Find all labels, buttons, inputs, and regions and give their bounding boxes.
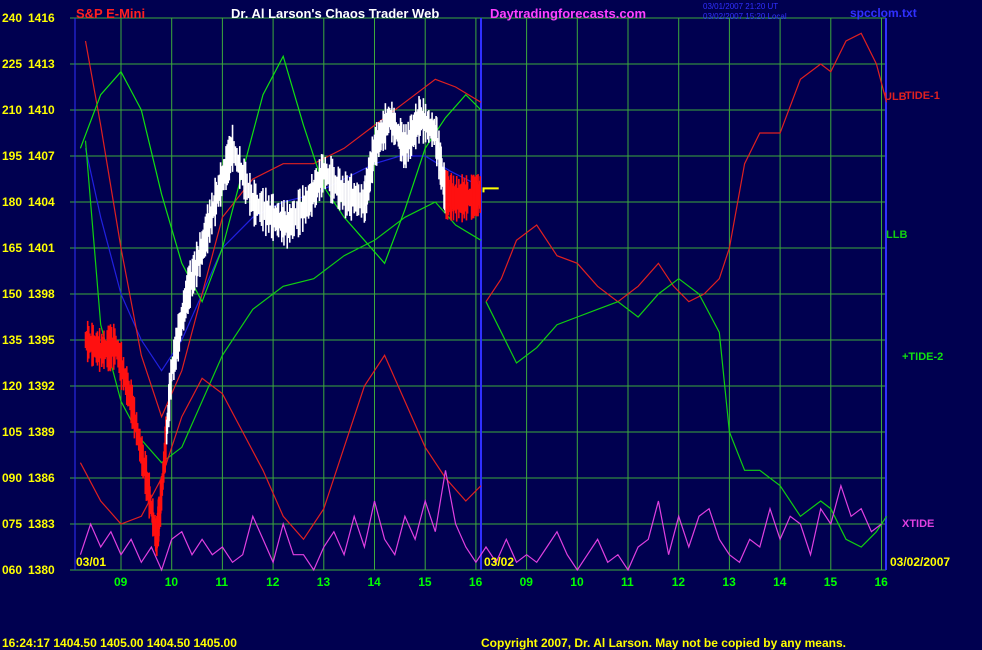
price-bars <box>84 96 499 557</box>
tide2-line <box>79 54 482 304</box>
copyright: Copyright 2007, Dr. Al Larson. May not b… <box>481 636 846 650</box>
x-tick-day1: 15 <box>418 575 432 589</box>
filename-label: spcclom.txt <box>850 6 917 20</box>
y-tick-osc: 210 <box>2 103 22 117</box>
x-tick-day2: 09 <box>520 575 534 589</box>
site-label: Daytradingforecasts.com <box>490 6 647 21</box>
x-tick-day1: 11 <box>215 575 228 589</box>
y-tick-price: 1413 <box>28 57 55 71</box>
x-tick-day2: 15 <box>824 575 838 589</box>
y-tick-osc: 120 <box>2 379 22 393</box>
instrument-label: S&P E-Mini <box>76 6 146 21</box>
llb-line-day2 <box>485 277 888 548</box>
tide1-label: TIDE-1 <box>905 90 940 102</box>
x-tick-day1: 12 <box>266 575 280 589</box>
y-tick-price: 1380 <box>28 563 55 577</box>
y-tick-price: 1404 <box>28 195 55 209</box>
y-tick-osc: 150 <box>2 287 22 301</box>
x-tick-day2: 12 <box>672 575 686 589</box>
current-price-marker <box>482 187 499 193</box>
y-tick-price: 1392 <box>28 379 55 393</box>
x-tick-day2: 14 <box>773 575 787 589</box>
y-tick-price: 1398 <box>28 287 55 301</box>
x-tick-day1: 09 <box>114 575 128 589</box>
tide2-label: +TIDE-2 <box>902 351 944 363</box>
x-tick-day2: 10 <box>570 575 584 589</box>
timestamp-local: 03/02/2007 15:20 Local <box>703 12 787 21</box>
y-tick-osc: 135 <box>2 333 22 347</box>
x-tick-day1: 13 <box>317 575 331 589</box>
y-tick-price: 1389 <box>28 425 55 439</box>
y-tick-price: 1416 <box>28 11 55 25</box>
date-label-left: 03/01 <box>76 555 107 569</box>
x-tick-day1: 14 <box>368 575 382 589</box>
llb-label: LLB <box>886 229 908 241</box>
y-tick-price: 1401 <box>28 241 55 255</box>
llb-line-day1 <box>84 140 482 464</box>
y-tick-price: 1386 <box>28 471 55 485</box>
ulb-line-day1 <box>84 40 482 419</box>
series-lines <box>79 32 888 572</box>
x-tick-day2: 13 <box>722 575 736 589</box>
y-tick-price: 1395 <box>28 333 55 347</box>
y-tick-price: 1383 <box>28 517 55 531</box>
quote-line: 16:24:17 1404.50 1405.00 1404.50 1405.00 <box>2 636 237 650</box>
y-tick-price: 1407 <box>28 149 55 163</box>
y-tick-osc: 240 <box>2 11 22 25</box>
chart-title: Dr. Al Larson's Chaos Trader Web <box>231 6 440 21</box>
timestamp-utc: 03/01/2007 21:20 UT <box>703 2 779 11</box>
x-tick-day2: 16 <box>875 575 889 589</box>
y-tick-osc: 180 <box>2 195 22 209</box>
y-tick-osc: 105 <box>2 425 22 439</box>
y-tick-osc: 060 <box>2 563 22 577</box>
ulb-line-day2 <box>485 32 888 303</box>
moving-average-line <box>84 148 482 372</box>
x-tick-day1: 10 <box>165 575 179 589</box>
date-label-right: 03/02/2007 <box>890 555 951 569</box>
y-axis-ticks: 240 1416 225 1413 210 1410 195 1407 180 1404 165 14… <box>2 11 55 577</box>
x-axis-ticks: 09 10 11 12 13 14 15 16 09 10 11 12 13 14 15 16 <box>114 575 888 589</box>
x-tick-day1: 16 <box>469 575 483 589</box>
y-tick-osc: 225 <box>2 57 22 71</box>
y-tick-osc: 195 <box>2 149 22 163</box>
xtide-label: XTIDE <box>902 518 935 530</box>
y-tick-osc: 075 <box>2 517 22 531</box>
y-tick-osc: 090 <box>2 471 22 485</box>
ulb-label: ULB <box>884 91 907 103</box>
y-tick-price: 1410 <box>28 103 55 117</box>
x-tick-day2: 11 <box>621 575 634 589</box>
y-tick-osc: 165 <box>2 241 22 255</box>
date-label-middle: 03/02 <box>484 555 515 569</box>
xtide-line <box>79 470 882 572</box>
